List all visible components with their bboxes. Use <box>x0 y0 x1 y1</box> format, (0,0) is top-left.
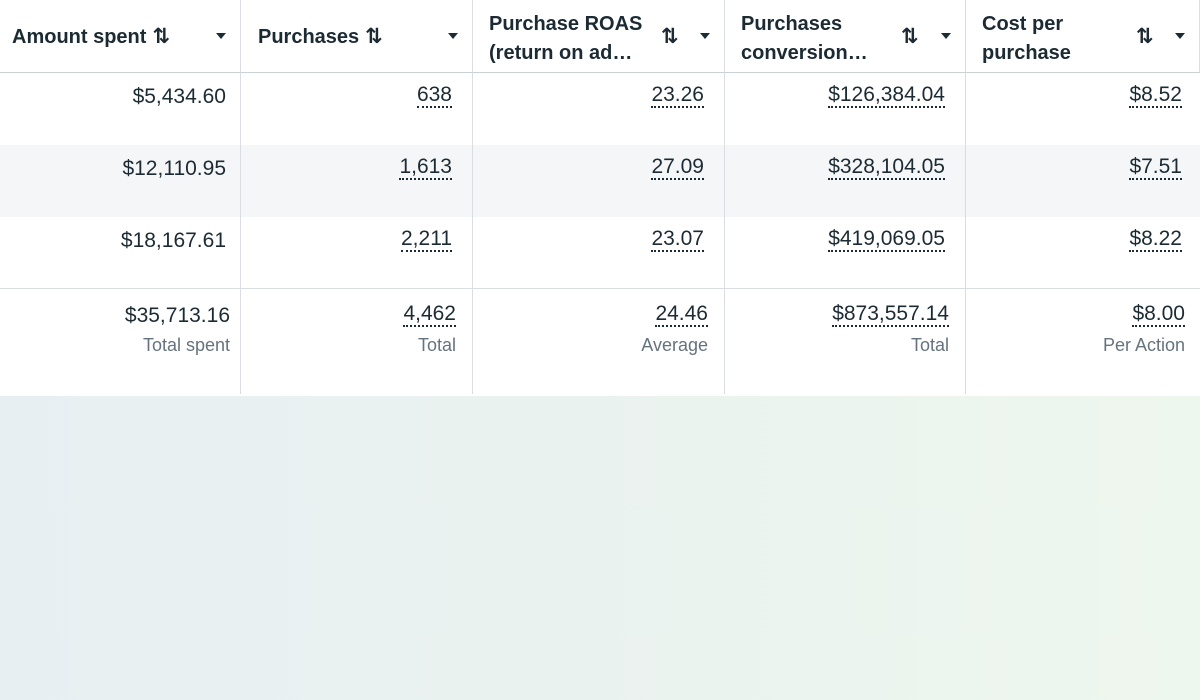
cell-cost-per-purchase: $7.51 <box>966 145 1200 217</box>
sort-arrows-icon[interactable]: ⇅ <box>1136 25 1154 48</box>
total-label: Total <box>417 335 456 355</box>
column-header-label: Purchase ROAS (return on ad… <box>489 13 643 64</box>
caret-down-icon[interactable] <box>448 33 458 39</box>
column-header-purchases[interactable]: Purchases ⇅ <box>241 0 473 73</box>
cell-amount-spent: $12,110.95 <box>0 145 241 217</box>
total-purchase-roas: 24.46 Average <box>473 289 725 394</box>
total-purchases: 4,462 Total <box>241 289 473 394</box>
total-value: $35,713.16 <box>124 304 230 327</box>
cell-purchases-conversion: $328,104.05 <box>725 145 966 217</box>
total-label: Total <box>910 335 949 355</box>
cell-amount-spent: $5,434.60 <box>0 73 241 145</box>
total-value[interactable]: 4,462 <box>403 302 456 327</box>
column-header-purchase-roas[interactable]: Purchase ROAS (return on ad… ⇅ <box>473 0 725 73</box>
column-header-purchases-conversion[interactable]: Purchases conversion… ⇅ <box>725 0 966 73</box>
table-grid: Amount spent ⇅ Purchases ⇅ Purchase ROAS (… <box>0 0 1200 394</box>
caret-down-icon[interactable] <box>700 33 710 39</box>
caret-down-icon[interactable] <box>1175 33 1185 39</box>
column-header-label: Cost per purchase <box>982 13 1071 64</box>
total-value[interactable]: 24.46 <box>655 302 708 327</box>
total-label: Total spent <box>142 335 230 355</box>
cell-purchases-conversion: $419,069.05 <box>725 217 966 289</box>
cell-cost-per-purchase: $8.52 <box>1129 83 1182 108</box>
total-cost-per-purchase: $8.00 Per Action <box>966 289 1200 394</box>
sort-arrows-icon[interactable]: ⇅ <box>901 25 919 48</box>
total-value[interactable]: $873,557.14 <box>832 302 949 327</box>
cell-purchase-roas: 23.07 <box>473 217 725 289</box>
results-table: Amount spent ⇅ Purchases ⇅ Purchase ROAS (… <box>0 0 1200 396</box>
cell-purchase-roas: 23.26 <box>473 73 725 145</box>
total-purchases-conversion: $873,557.14 Total <box>725 289 966 394</box>
caret-down-icon[interactable] <box>216 33 226 39</box>
column-header-label: Purchases <box>258 26 360 48</box>
caret-down-icon[interactable] <box>941 33 951 39</box>
cell-purchases: 1,613 <box>241 145 473 217</box>
cell-purchases: 638 <box>241 73 473 145</box>
total-amount-spent: $35,713.16 Total spent <box>0 289 241 394</box>
column-header-amount-spent[interactable]: Amount spent ⇅ <box>0 0 241 73</box>
total-value[interactable]: $8.00 <box>1132 302 1185 327</box>
total-label: Per Action <box>1102 335 1185 355</box>
sort-arrows-icon[interactable]: ⇅ <box>152 25 170 48</box>
column-header-label: Purchases conversion… <box>741 13 868 64</box>
cell-purchases: 2,211 <box>241 217 473 289</box>
cell-cost-per-purchase: $8.22 <box>966 217 1200 289</box>
cell-purchases-conversion: $126,384.04 <box>725 73 966 145</box>
sort-arrows-icon[interactable]: ⇅ <box>661 25 679 48</box>
sort-arrows-icon[interactable]: ⇅ <box>365 25 383 48</box>
column-header-cost-per-purchase[interactable]: Cost per purchase ⇅ <box>966 0 1200 73</box>
total-label: Average <box>641 335 708 355</box>
column-header-label: Amount spent <box>12 26 147 48</box>
cell-purchase-roas: 27.09 <box>473 145 725 217</box>
cell-amount-spent: $18,167.61 <box>0 217 241 289</box>
